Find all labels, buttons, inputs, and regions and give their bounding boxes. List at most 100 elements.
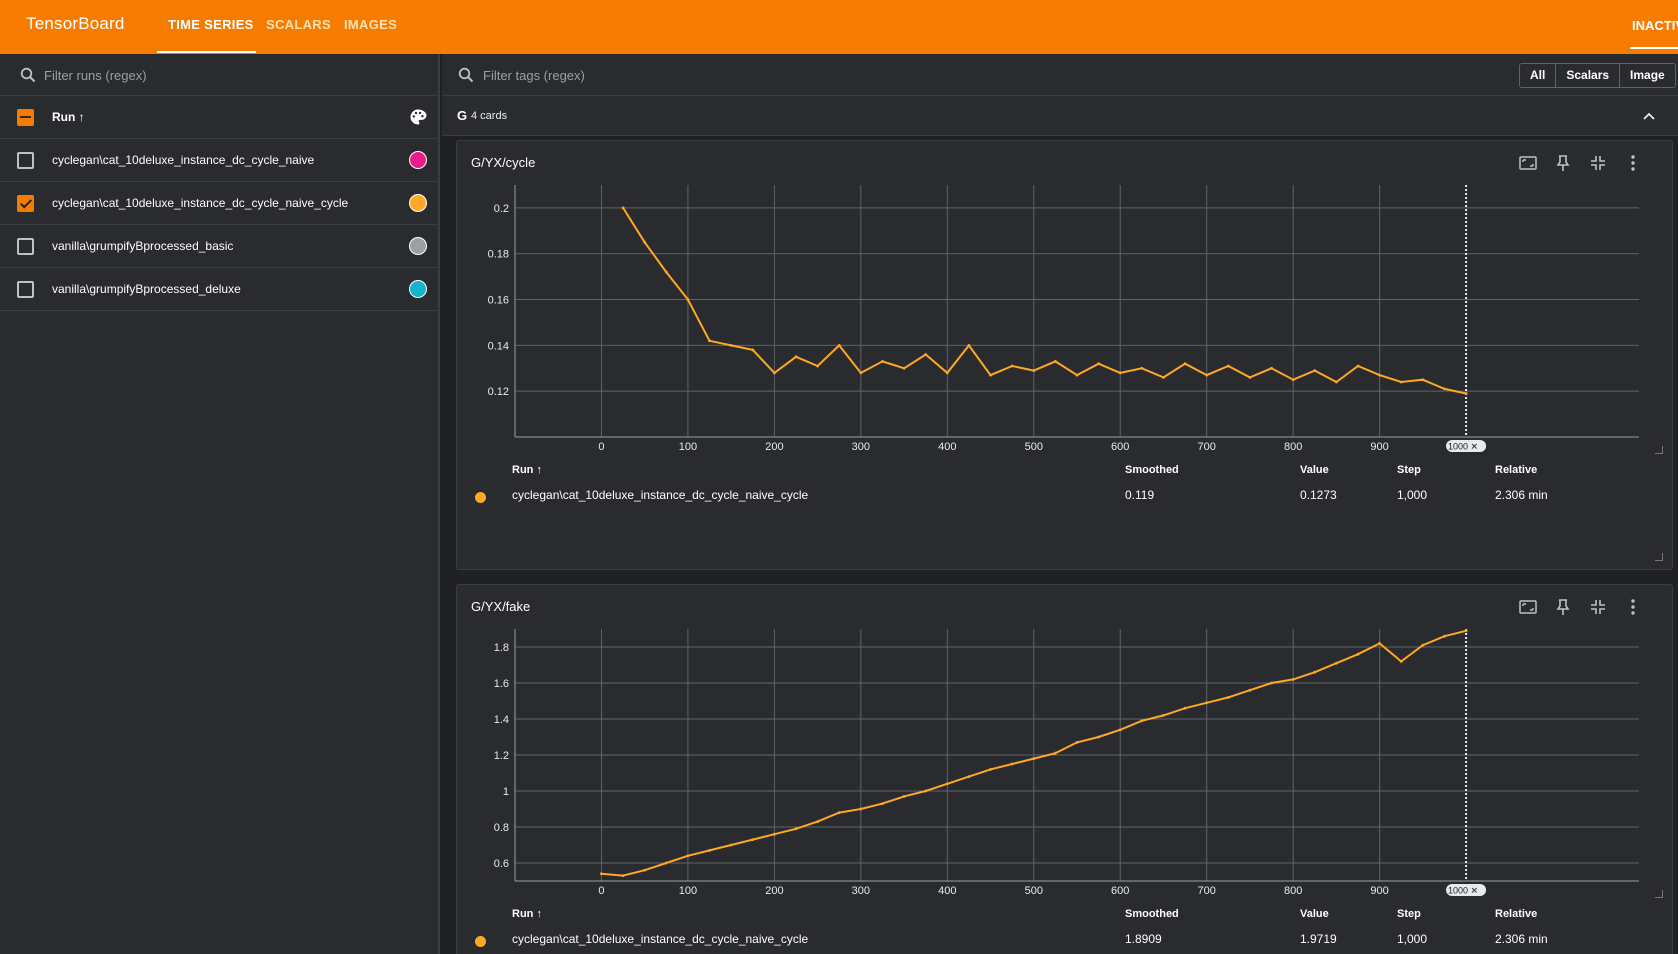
collapse-card-icon[interactable]	[1588, 597, 1608, 617]
data-point	[686, 298, 690, 301]
filter-scalars-button[interactable]: Scalars	[1556, 64, 1621, 87]
data-point	[643, 868, 647, 872]
data-point	[837, 811, 841, 814]
chevron-up-icon[interactable]	[1641, 108, 1657, 124]
run-checkbox[interactable]	[17, 152, 34, 169]
palette-icon[interactable]	[409, 108, 427, 126]
run-label: vanilla\grumpifyBprocessed_basic	[52, 239, 234, 253]
run-checkbox[interactable]	[17, 238, 34, 255]
card-group-header[interactable]: G 4 cards	[442, 96, 1678, 136]
data-point	[1313, 670, 1317, 674]
pin-icon[interactable]	[1553, 597, 1573, 617]
run-color-swatch[interactable]	[409, 194, 427, 212]
data-point	[1226, 696, 1230, 699]
row-relative: 2.306 min	[1495, 932, 1548, 946]
fit-domain-icon[interactable]	[1518, 153, 1538, 173]
data-point	[1334, 380, 1338, 384]
series-line	[622, 207, 1467, 395]
tag-filter-input[interactable]: Filter tags (regex)	[483, 68, 585, 83]
data-point	[751, 348, 755, 352]
data-point	[1032, 757, 1036, 760]
data-point	[989, 373, 992, 377]
search-icon	[20, 67, 36, 83]
row-run: cyclegan\cat_10deluxe_instance_dc_cycle_…	[512, 488, 809, 502]
data-point	[1162, 376, 1165, 379]
row-run: cyclegan\cat_10deluxe_instance_dc_cycle_…	[512, 932, 809, 946]
x-tick-label: 800	[1284, 441, 1302, 453]
data-point	[1291, 378, 1295, 382]
group-name: G	[457, 108, 468, 123]
group-card-count: 4 cards	[471, 110, 508, 122]
step-selector-chip	[1446, 440, 1487, 452]
run-row[interactable]: vanilla\grumpifyBprocessed_basic	[0, 225, 440, 268]
data-point	[621, 874, 625, 877]
run-label: vanilla\grumpifyBprocessed_deluxe	[52, 282, 241, 296]
col-smoothed: Smoothed	[1125, 908, 1179, 920]
series-color-dot	[475, 492, 486, 503]
run-color-swatch[interactable]	[409, 237, 427, 255]
tab-images[interactable]: IMAGES	[344, 17, 398, 32]
step-selector-chip	[1446, 884, 1487, 896]
scalar-card: G/YX/fake 0.6 0.8 1 1.2 1.4 1.6 1.8 0 100 200 300 4…	[456, 584, 1673, 954]
run-color-swatch[interactable]	[409, 280, 427, 298]
more-vert-icon[interactable]	[1623, 597, 1643, 617]
data-point	[1464, 629, 1468, 633]
data-point	[945, 371, 949, 375]
active-tab-indicator	[157, 51, 256, 53]
run-row[interactable]: cyclegan\cat_10deluxe_instance_dc_cycle_…	[0, 182, 440, 225]
data-point	[729, 843, 733, 847]
run-filter-row: Filter runs (regex)	[0, 54, 440, 96]
data-point	[1140, 719, 1144, 723]
row-value: 1.9719	[1300, 932, 1337, 946]
data-point	[751, 838, 755, 841]
run-checkbox[interactable]	[17, 281, 34, 298]
x-tick-label: 300	[852, 441, 870, 453]
tab-time-series[interactable]: TIME SERIES	[168, 17, 254, 32]
run-color-swatch[interactable]	[409, 151, 427, 169]
x-tick-label: 400	[938, 441, 956, 453]
data-point	[708, 339, 711, 343]
data-point	[772, 371, 776, 375]
card-resize-handle[interactable]	[1655, 553, 1663, 561]
data-point	[816, 364, 820, 368]
run-column-header[interactable]: Run ↑	[52, 110, 85, 124]
y-tick-label: 0.2	[494, 203, 509, 215]
fit-domain-icon[interactable]	[1518, 597, 1538, 617]
data-point	[1443, 634, 1446, 638]
row-relative: 2.306 min	[1495, 488, 1548, 502]
x-tick-label: 500	[1025, 885, 1043, 897]
data-point	[1313, 369, 1317, 372]
collapse-card-icon[interactable]	[1588, 153, 1608, 173]
select-all-checkbox[interactable]	[17, 109, 34, 126]
tab-inactive[interactable]: INACTIV	[1632, 18, 1678, 33]
series-color-dot	[475, 936, 486, 947]
chart-resize-handle[interactable]	[1655, 890, 1663, 898]
y-tick-label: 0.6	[494, 858, 509, 870]
data-point	[729, 343, 733, 347]
more-vert-icon[interactable]	[1623, 153, 1643, 173]
chart-resize-handle[interactable]	[1655, 446, 1663, 454]
search-icon	[458, 67, 474, 83]
line-chart[interactable]: 0.12 0.14 0.16 0.18 0.2 0 100 200 300 400 500 600 70…	[457, 141, 1674, 471]
plugin-type-toggle: All Scalars Image	[1519, 63, 1676, 88]
filter-all-button[interactable]: All	[1520, 64, 1557, 87]
y-tick-label: 0.16	[488, 295, 509, 307]
run-filter-input[interactable]: Filter runs (regex)	[44, 68, 147, 83]
x-tick-label: 600	[1111, 441, 1129, 453]
pin-icon[interactable]	[1553, 153, 1573, 173]
run-checkbox[interactable]	[17, 195, 34, 212]
x-tick-label: 500	[1025, 441, 1043, 453]
col-run[interactable]: Run ↑	[512, 908, 542, 920]
y-tick-label: 0.18	[488, 249, 509, 261]
line-chart[interactable]: 0.6 0.8 1 1.2 1.4 1.6 1.8 0 100 200 300 400 500 600 70…	[457, 585, 1674, 915]
run-row[interactable]: cyclegan\cat_10deluxe_instance_dc_cycle_…	[0, 139, 440, 182]
run-row[interactable]: vanilla\grumpifyBprocessed_deluxe	[0, 268, 440, 311]
x-tick-label: 700	[1198, 885, 1216, 897]
tab-scalars[interactable]: SCALARS	[266, 17, 331, 32]
col-run[interactable]: Run ↑	[512, 464, 542, 476]
run-label: cyclegan\cat_10deluxe_instance_dc_cycle_…	[52, 196, 349, 210]
filter-image-button[interactable]: Image	[1620, 64, 1675, 87]
data-point	[902, 795, 906, 798]
data-point	[686, 854, 690, 858]
y-tick-label: 0.12	[488, 386, 509, 398]
